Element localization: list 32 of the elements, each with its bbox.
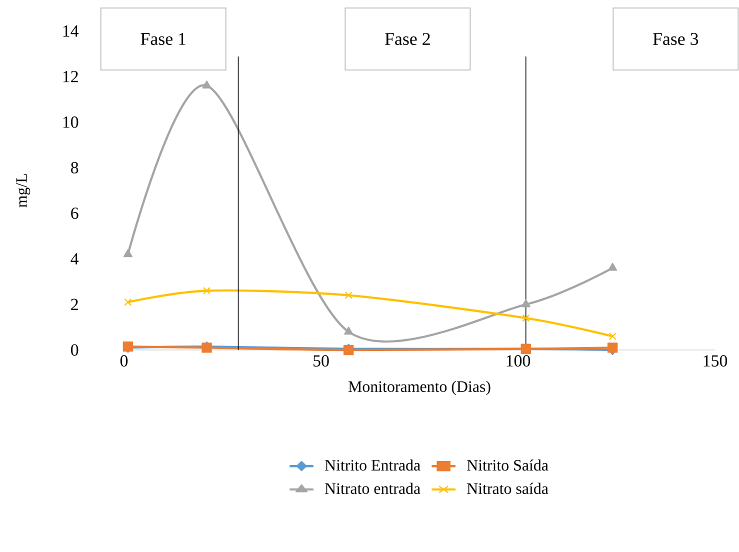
y-tick-label: 8 — [71, 162, 78, 174]
legend-label: Nitrito Entrada — [324, 459, 420, 471]
point — [607, 342, 618, 353]
point — [202, 80, 212, 89]
y-tick-label: 12 — [63, 70, 78, 82]
y-tick-label: 0 — [71, 344, 78, 356]
point — [608, 262, 618, 271]
y-axis-title: mg/L — [16, 174, 30, 208]
y-tick-label: 2 — [71, 298, 78, 310]
point — [344, 292, 352, 300]
x-tick-label: 100 — [506, 355, 530, 367]
x-tick-label: 150 — [704, 355, 728, 367]
legend-label: Nitrato entrada — [324, 482, 420, 494]
annotation: Fase 1 — [140, 32, 186, 45]
annotation: Fase 3 — [653, 32, 698, 45]
x-tick-label: 50 — [314, 355, 329, 367]
point — [123, 249, 132, 258]
y-tick-label: 10 — [63, 116, 78, 128]
x-tick-label: 0 — [120, 355, 128, 367]
point — [202, 286, 211, 295]
legend-label: Nitrato saída — [467, 482, 548, 494]
point — [522, 314, 530, 322]
annotation: Fase 2 — [385, 32, 430, 45]
point — [124, 298, 132, 306]
y-tick-label: 6 — [71, 208, 78, 219]
y-tick-label: 14 — [63, 25, 79, 37]
x-axis-title: Monitoramento (Dias) — [348, 380, 490, 396]
point — [344, 326, 354, 335]
point — [521, 299, 530, 308]
point — [608, 332, 616, 340]
legend-label: Nitrito Saída — [467, 459, 548, 471]
y-tick-label: 4 — [70, 253, 79, 264]
